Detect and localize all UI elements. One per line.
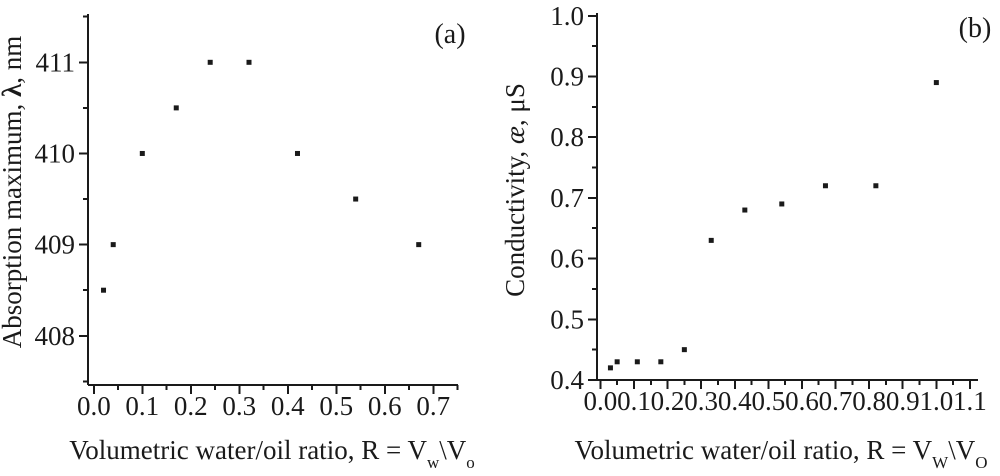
data-point (110, 242, 116, 248)
panel-tag: (b) (959, 13, 992, 44)
data-point (658, 359, 664, 365)
x-tick-label: 0.7 (416, 391, 450, 421)
y-tick-label: 0.7 (550, 183, 584, 213)
x-tick-label: 1.1 (953, 386, 987, 416)
chart-panel-a: 0.0 0.1 0.2 0.3 0.4 0.5 0.6 0.7 408 409 410 411 (a) V… (0, 14, 475, 472)
x-tick-label: 0.3 (684, 386, 718, 416)
x-tick-label: 0.0 (583, 386, 617, 416)
data-point (173, 105, 179, 111)
y-axis-title: Absorption maximum, λ, nm (0, 36, 27, 349)
x-tick-label: 0.1 (617, 386, 651, 416)
data-point (101, 287, 107, 293)
data-point (246, 59, 252, 65)
y-tick-label: 408 (35, 321, 76, 351)
x-tick-label: 0.5 (319, 391, 353, 421)
x-tick-label: 0.1 (125, 391, 159, 421)
y-axis-title: Conductivity, æ, μS (500, 83, 530, 297)
x-tick-label: 0.4 (718, 386, 752, 416)
data-point (873, 183, 879, 189)
x-axis-title: Volumetric water/oil ratio, R = Vw\Vo (69, 435, 474, 472)
y-tick-label: 410 (35, 138, 76, 168)
y-tick-label: 0.4 (550, 365, 584, 395)
x-tick-label: 0.7 (819, 386, 853, 416)
x-tick-label: 0.3 (222, 391, 256, 421)
data-point (294, 150, 300, 156)
x-tick-label: 0.5 (751, 386, 785, 416)
data-point (139, 150, 145, 156)
panel-tag: (a) (434, 19, 465, 50)
x-tick-label: 0.4 (271, 391, 305, 421)
data-point (742, 207, 748, 213)
data-point (708, 237, 714, 243)
x-tick-label: 0.0 (77, 391, 111, 421)
x-tick-label: 0.6 (368, 391, 402, 421)
x-tick-label: 1.0 (919, 386, 953, 416)
x-tick-label: 0.8 (852, 386, 886, 416)
data-point (353, 196, 359, 202)
chart-panel-b: 0.0 0.1 0.2 0.3 0.4 0.5 0.6 0.7 0.8 0.9 1.0 1.10.40… (500, 1, 992, 472)
x-tick-label: 0.9 (886, 386, 920, 416)
data-point (822, 183, 828, 189)
x-axis-title: Volumetric water/oil ratio, R = VW\VO (574, 435, 987, 472)
data-point (634, 359, 640, 365)
y-tick-label: 411 (36, 47, 76, 77)
y-tick-label: 0.8 (550, 122, 584, 152)
data-point (416, 242, 422, 248)
data-point (607, 365, 613, 371)
data-point (933, 80, 939, 86)
data-point (207, 59, 213, 65)
data-point (779, 201, 785, 207)
y-tick-label: 0.5 (550, 304, 584, 334)
y-tick-label: 0.9 (550, 61, 584, 91)
x-tick-label: 0.6 (785, 386, 819, 416)
y-tick-label: 0.6 (550, 244, 584, 274)
y-tick-label: 1.0 (550, 1, 584, 31)
x-tick-label: 0.2 (174, 391, 208, 421)
y-tick-label: 409 (35, 230, 76, 260)
data-point (681, 347, 687, 353)
data-point (614, 359, 620, 365)
x-tick-label: 0.2 (651, 386, 685, 416)
